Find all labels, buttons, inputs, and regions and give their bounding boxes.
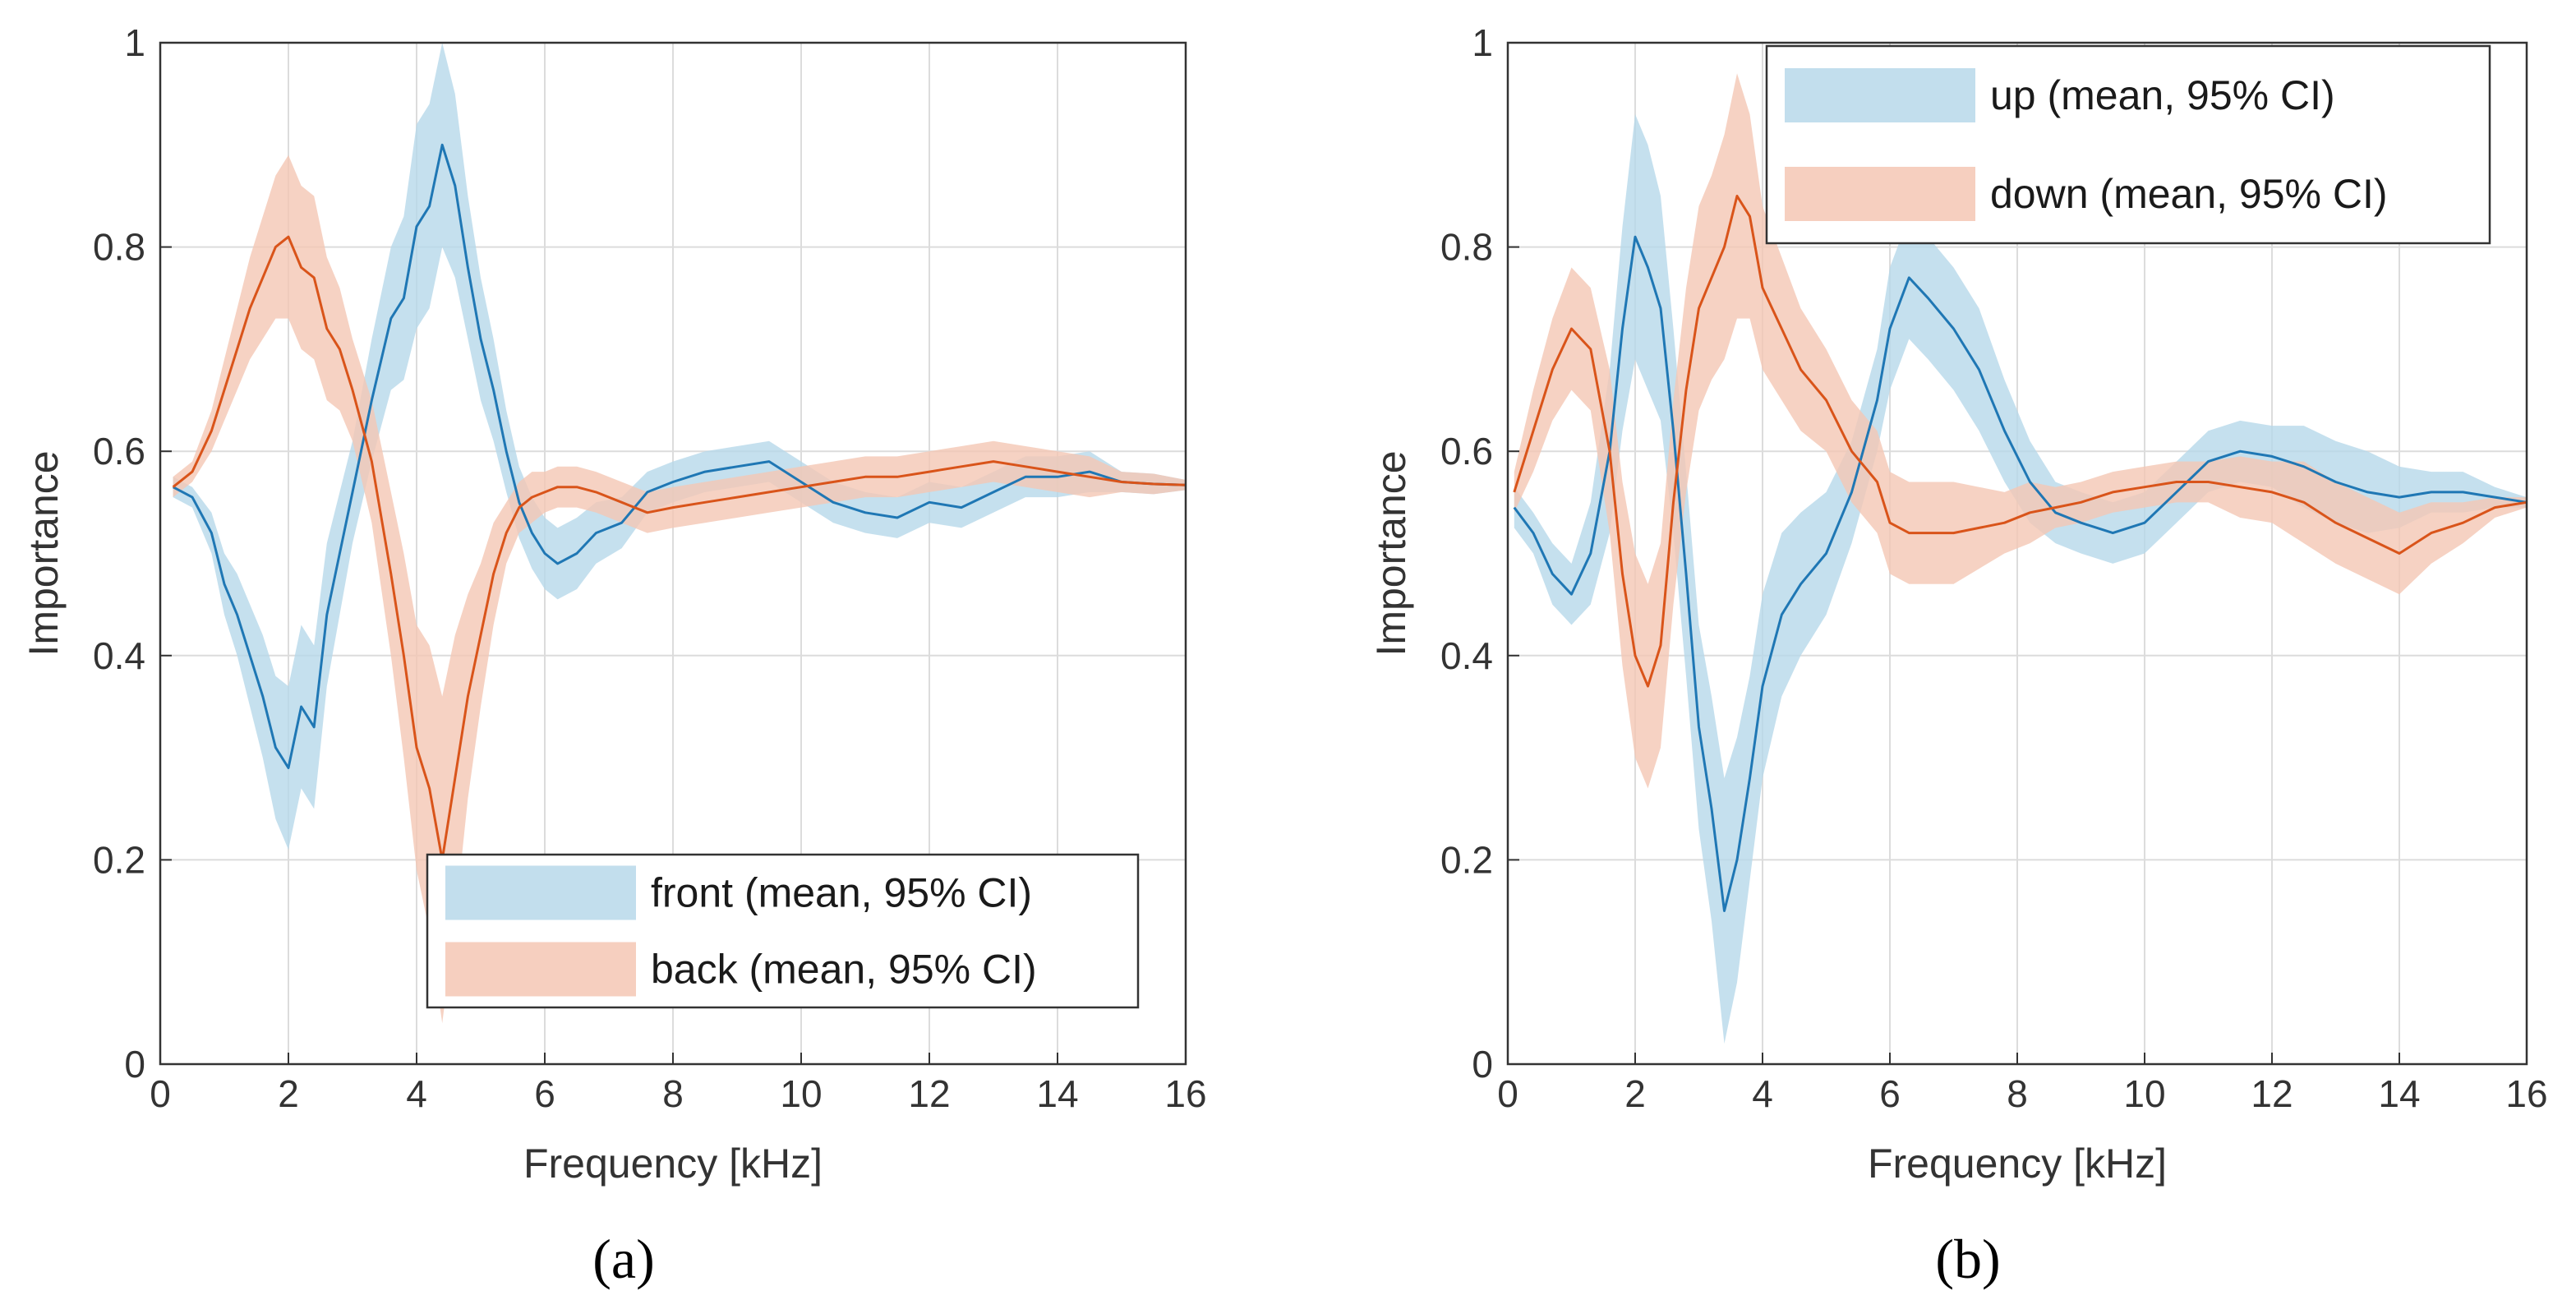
x-tick-label: 16 bbox=[2505, 1072, 2547, 1115]
x-tick-label: 12 bbox=[908, 1072, 950, 1115]
x-tick-label: 14 bbox=[2378, 1072, 2420, 1115]
y-tick-label: 1 bbox=[1472, 21, 1493, 64]
legend: up (mean, 95% CI) down (mean, 95% CI) bbox=[1765, 44, 2491, 245]
y-axis-label: Importance bbox=[21, 450, 67, 656]
y-tick-label: 0.6 bbox=[93, 430, 145, 472]
y-tick-label: 0.2 bbox=[93, 838, 145, 881]
series-0-mean-line bbox=[172, 143, 1187, 769]
y-tick-label: 0.2 bbox=[1440, 838, 1493, 881]
y-tick-label: 0.8 bbox=[93, 226, 145, 269]
y-tick-label: 0.8 bbox=[1440, 226, 1493, 269]
x-tick-label: 0 bbox=[150, 1072, 171, 1115]
x-tick-label: 6 bbox=[1879, 1072, 1901, 1115]
x-tick-label: 8 bbox=[662, 1072, 684, 1115]
y-tick-label: 0.6 bbox=[1440, 430, 1493, 472]
x-tick-label: 4 bbox=[406, 1072, 427, 1115]
x-tick-label: 2 bbox=[278, 1072, 299, 1115]
series-0-mean-line bbox=[1513, 235, 2528, 912]
y-tick-label: 1 bbox=[124, 21, 145, 64]
series-1-ci-band bbox=[1514, 73, 2527, 789]
x-tick-label: 4 bbox=[1752, 1072, 1773, 1115]
x-tick-label: 0 bbox=[1497, 1072, 1518, 1115]
chart-panel-b: 0 2 4 6 8 10 12 14 16 0 0.2 0.4 0.6 0.8 1 Frequency [kH… bbox=[1368, 21, 2548, 1187]
y-tick-label: 0 bbox=[124, 1043, 145, 1085]
legend-swatch-1 bbox=[445, 942, 636, 997]
chart-panel-a: 0 2 4 6 8 10 12 14 16 0 0.2 0.4 0.6 0.8 1 Frequency [kH… bbox=[21, 21, 1207, 1187]
x-tick-label: 10 bbox=[780, 1072, 822, 1115]
y-tick-label: 0.4 bbox=[1440, 634, 1493, 677]
y-tick-label: 0 bbox=[1472, 1043, 1493, 1085]
legend-swatch-1 bbox=[1785, 167, 1975, 221]
x-tick-label: 10 bbox=[2123, 1072, 2165, 1115]
legend-label-0: up (mean, 95% CI) bbox=[1990, 72, 2335, 118]
y-tick-label: 0.4 bbox=[93, 634, 145, 677]
legend-swatch-0 bbox=[1785, 68, 1975, 122]
panel-label-b: (b) bbox=[1935, 1228, 2000, 1290]
x-tick-label: 8 bbox=[2007, 1072, 2028, 1115]
x-tick-label: 16 bbox=[1164, 1072, 1206, 1115]
series-1-mean-line bbox=[1513, 195, 2528, 688]
x-axis-label: Frequency [kHz] bbox=[523, 1141, 823, 1187]
series-1-ci-band bbox=[173, 154, 1187, 1024]
legend-swatch-0 bbox=[445, 865, 636, 920]
x-tick-label: 2 bbox=[1624, 1072, 1646, 1115]
legend-label-1: down (mean, 95% CI) bbox=[1990, 171, 2388, 217]
legend-label-0: front (mean, 95% CI) bbox=[651, 870, 1032, 916]
legend-label-1: back (mean, 95% CI) bbox=[651, 947, 1037, 993]
x-tick-label: 12 bbox=[2251, 1072, 2293, 1115]
x-tick-label: 6 bbox=[534, 1072, 555, 1115]
y-axis-label: Importance bbox=[1368, 450, 1414, 656]
series-1-mean-line bbox=[172, 235, 1187, 861]
series-0-ci-band bbox=[173, 43, 1187, 850]
legend: front (mean, 95% CI) back (mean, 95% CI) bbox=[426, 853, 1140, 1009]
panel-label-a: (a) bbox=[592, 1228, 654, 1290]
x-axis-label: Frequency [kHz] bbox=[1868, 1141, 2167, 1187]
x-tick-label: 14 bbox=[1036, 1072, 1078, 1115]
